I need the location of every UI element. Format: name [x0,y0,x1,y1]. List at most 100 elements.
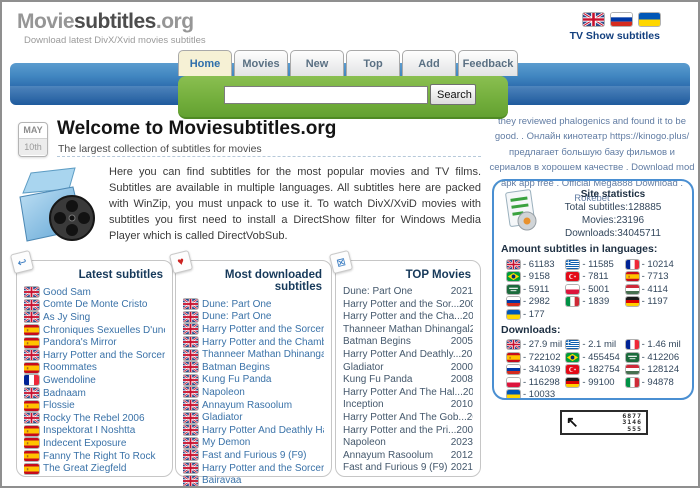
top-movie-title[interactable]: Harry Potter and the Cha... [343,311,463,323]
top-movie-title[interactable]: Harry Potter And The Hal... [343,386,463,398]
top-movie-title[interactable]: Kung Fu Panda [343,374,413,386]
flag-count-cell: - 412206 [625,351,685,364]
tab-add[interactable]: Add [402,50,456,76]
subtitle-link[interactable]: Napoleon [202,386,245,398]
promo-links-text[interactable]: they reviewed phalogenics and found it t… [489,116,695,204]
flag-count-value: - 128124 [641,364,680,376]
flag-count-value: - 2982 [523,296,550,308]
ru-flag-icon[interactable] [611,13,632,26]
tab-feedback[interactable]: Feedback [458,50,518,76]
tab-movies[interactable]: Movies [234,50,288,76]
flag-count-cell: - 455454 [566,351,625,364]
site-logo[interactable]: Moviesubtitles.org [17,10,194,34]
subtitle-link[interactable]: Annayum Rasoolum [202,399,293,411]
subtitle-link[interactable]: Inspektorat I Noshtta [43,425,136,437]
sa-flag-icon [625,352,639,362]
ua-flag-icon[interactable] [639,13,660,26]
downloads-section-title: Downloads: [501,323,561,336]
subtitle-link[interactable]: Fanny The Right To Rock [43,450,156,462]
subtitle-link[interactable]: Dune: Part One [202,311,272,323]
top-movie-title[interactable]: Harry Potter And The Gob... [343,411,467,423]
subtitle-link[interactable]: Harry Potter and the Sorcerer's Sto [202,323,324,335]
subtitle-link[interactable]: Indecent Exposure [43,437,127,449]
subtitle-list-item: Badnaam [24,387,165,400]
subtitle-link[interactable]: Pandora's Mirror [43,337,117,349]
subtitle-list-item: Gwendoline [24,374,165,387]
top-movie-title[interactable]: Fast and Furious 9 (F9) [343,462,448,474]
gb-flag-icon [183,387,198,398]
tab-top[interactable]: Top [346,50,400,76]
flag-count-cell: - 177 [507,308,566,321]
gb-flag-icon [183,400,198,411]
subtitle-link[interactable]: Kung Fu Panda [202,374,272,386]
nav-tabs: Home Movies New Top Add Feedback [178,50,520,76]
movie-folder-icon [15,163,105,247]
flag-count-cell: - 1197 [625,296,685,309]
subtitle-link[interactable]: Comte De Monte Cristo [43,299,148,311]
top-movie-year: 2000 [450,361,473,373]
gb-flag-icon [183,299,198,310]
tv-show-subtitles-link[interactable]: TV Show subtitles [569,30,660,42]
top-movie-title[interactable]: Annayum Rasoolum [343,449,434,461]
subtitle-link[interactable]: Harry Potter and the Sorcerer's St [43,349,165,361]
gb-flag-icon [183,324,198,335]
subtitle-link[interactable]: Harry Potter And Deathly Hallows: P [202,424,324,436]
welcome-paragraph: Here you can find subtitles for the most… [109,166,481,242]
top-movie-title[interactable]: Dune: Part One [343,286,413,297]
gb-flag-icon [24,299,39,310]
subtitle-link[interactable]: Roommates [43,362,97,374]
counter-digit-row: 3146 [622,418,642,427]
top-movie-title[interactable]: Napoleon [343,437,386,449]
subtitle-link[interactable]: The Great Ziegfeld [43,463,127,475]
search-input[interactable] [224,86,428,104]
subtitle-link[interactable]: My Demon [202,437,251,449]
counter-arrow-icon: ↖ [566,414,579,431]
subtitle-list-item: Good Sam [24,286,165,299]
subtitle-link[interactable]: Rocky The Rebel 2006 [43,412,145,424]
subtitle-link[interactable]: Gladiator [202,412,243,424]
tab-new[interactable]: New [290,50,344,76]
downloads-flag-grid: - 27.9 mil - 2.1 mil - 1.46 mil - 722102 - 4… [501,339,685,398]
top-movie-title[interactable]: Harry Potter and the Pri... [343,424,457,436]
flag-count-cell: - 341039 [507,364,566,377]
gb-flag-icon [24,388,39,399]
subtitle-link[interactable]: Gwendoline [43,374,96,386]
subtitle-link[interactable]: Thanneer Mathan Dhinangal [202,349,324,361]
flag-count-value: - 177 [523,308,545,320]
gb-flag-icon [183,412,198,423]
subtitle-list-item: Chroniques Sexuelles D'une Famille [24,324,165,337]
hit-counter-widget[interactable]: ↖ 6877 3146 555 [560,410,648,435]
flag-count-cell: - 9158 [507,271,566,284]
subtitle-link[interactable]: Batman Begins [202,361,270,373]
subtitle-link[interactable]: Harry Potter and the Sorcerer's Sto [202,462,324,474]
gb-flag-icon [183,311,198,322]
subtitle-link[interactable]: Bairavaa [202,475,242,487]
top-movie-title[interactable]: Harry Potter and the Sor... [343,298,460,310]
top-movie-title[interactable]: Inception [343,399,384,411]
top-movie-title[interactable]: Gladiator [343,361,384,373]
subtitle-list-item: Flossie [24,399,165,412]
subtitle-list-item: Napoleon [183,386,324,399]
site-statistics-box: Site statistics Total subtitles:128885 Mo… [492,179,694,400]
top-movie-title[interactable]: Batman Begins [343,336,411,348]
top-movie-title[interactable]: Harry Potter And Deathly... [343,348,462,360]
top-movie-row: Dune: Part One 2021 [343,286,473,299]
subtitle-link[interactable]: Chroniques Sexuelles D'une Famille [43,324,165,336]
top-movie-title[interactable]: Thanneer Mathan Dhinangal [343,323,470,335]
gb-flag-icon[interactable] [583,13,604,26]
subtitle-link[interactable]: As Jy Sing [43,311,91,323]
subtitle-link[interactable]: Dune: Part One [202,298,272,310]
top-movie-row: Harry Potter and the Sor...2001 [343,299,473,312]
subtitle-link[interactable]: Flossie [43,400,75,412]
search-button[interactable]: Search [430,84,476,105]
tab-home[interactable]: Home [178,50,232,76]
subtitle-list-item: Dune: Part One [183,298,324,311]
subtitle-link[interactable]: Good Sam [43,286,91,298]
subtitle-list-item: Dune: Part One [183,311,324,324]
es-flag-icon [24,337,39,348]
flag-count-value: - 455454 [582,351,620,363]
subtitle-link[interactable]: Badnaam [43,387,86,399]
subtitle-link[interactable]: Fast and Furious 9 (F9) [202,449,307,461]
es-flag-icon [24,425,39,436]
subtitle-link[interactable]: Harry Potter and the Chamber of Sec [202,336,324,348]
